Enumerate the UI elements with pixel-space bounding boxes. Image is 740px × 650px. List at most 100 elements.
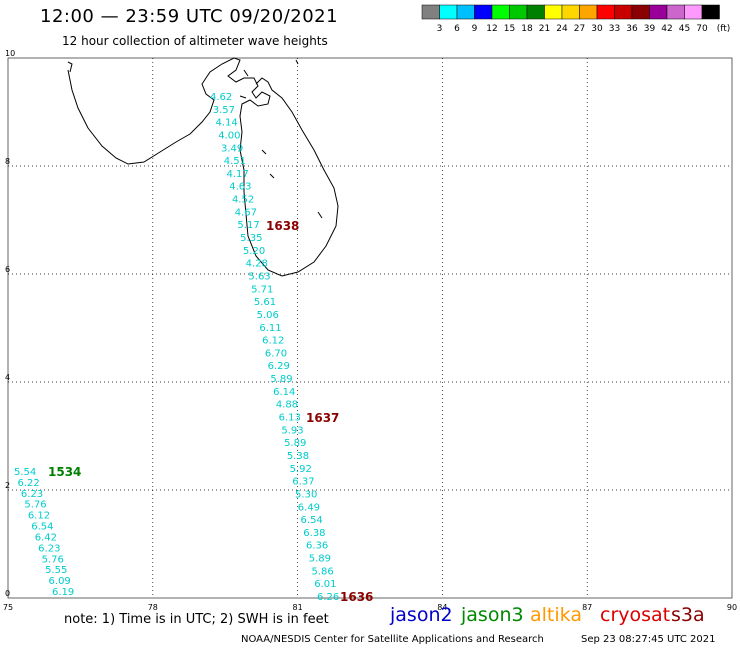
wave-height-value: 6.42 — [35, 532, 57, 543]
colorbar-label: 33 — [609, 24, 620, 34]
latitude-tick-label: 6 — [5, 265, 10, 274]
wave-height-value: 5.86 — [312, 566, 334, 577]
colorbar-label: 30 — [591, 24, 603, 34]
colorbar-label: 15 — [504, 24, 515, 34]
wave-height-value: 6.36 — [306, 541, 328, 552]
longitude-tick-label: 90 — [727, 603, 737, 610]
page-subtitle: 12 hour collection of altimeter wave hei… — [62, 34, 328, 48]
wave-height-value: 4.17 — [226, 169, 248, 180]
units-note: note: 1) Time is in UTC; 2) SWH is in fe… — [64, 612, 329, 627]
wave-height-value: 4.14 — [215, 118, 237, 129]
colorbar-legend: 3 6 9 12 15 18 21 24 27 30 33 36 39 42 45 70 (ft) — [421, 4, 731, 34]
wave-height-value: 6.49 — [298, 502, 320, 513]
wave-height-value: 6.12 — [28, 511, 50, 522]
wave-height-value: 5.93 — [281, 425, 303, 436]
wave-height-value: 5.17 — [237, 220, 259, 231]
latitude-tick-label: 8 — [5, 157, 10, 166]
pass-time-label: 1638 — [266, 219, 299, 233]
coastline — [67, 57, 339, 277]
latitude-tick-label: 4 — [5, 373, 10, 382]
pass-time-label: 1534 — [48, 465, 81, 479]
wave-height-value: 5.71 — [251, 284, 273, 295]
latitude-tick-label: 0 — [5, 589, 10, 598]
wave-height-value: 4.51 — [224, 156, 246, 167]
satellite-legend-cryosat: cryosat — [600, 604, 671, 626]
wave-height-value: 4.28 — [246, 259, 268, 270]
wave-height-value: 6.26 — [317, 592, 339, 603]
wave-height-value: 3.49 — [221, 143, 243, 154]
wave-height-value: 6.14 — [273, 387, 295, 398]
wave-height-value: 5.89 — [309, 554, 331, 565]
altimeter-track-a: 4.62 3.57 4.144.00 3.49 4.51 4.17 4.63 4.524.67… — [210, 92, 373, 604]
longitude-tick-label: 81 — [293, 603, 303, 610]
wave-height-value: 5.61 — [254, 297, 276, 308]
altimeter-track-b: 5.546.226.235.766.126.546.426.235.765.55… — [14, 465, 81, 598]
wave-height-value: 6.38 — [303, 528, 325, 539]
colorbar-label: 39 — [644, 24, 656, 34]
pass-time-label: 1637 — [306, 411, 339, 425]
colorbar-label: 42 — [661, 24, 672, 34]
colorbar-label: 45 — [679, 24, 690, 34]
generated-timestamp: Sep 23 08:27:45 UTC 2021 — [581, 634, 716, 645]
longitude-tick-label: 84 — [437, 603, 447, 610]
colorbar-label: 9 — [472, 24, 478, 34]
wave-height-value: 6.54 — [31, 522, 53, 533]
colorbar-label: 3 — [437, 24, 443, 34]
credit-line: NOAA/NESDIS Center for Satellite Applica… — [241, 634, 544, 645]
wave-height-value: 4.00 — [218, 130, 240, 141]
wave-height-value: 5.30 — [295, 489, 317, 500]
wave-height-value: 5.92 — [290, 464, 312, 475]
wave-height-value: 6.01 — [314, 579, 336, 590]
wave-height-value: 3.57 — [213, 105, 235, 116]
wave-height-value: 4.88 — [276, 400, 298, 411]
satellite-legend-jason2: jason2 — [390, 604, 453, 626]
wave-height-value: 4.63 — [229, 182, 251, 193]
wave-height-value: 5.38 — [287, 451, 309, 462]
pass-time-label: 1636 — [340, 590, 373, 604]
colorbar-label: 36 — [626, 24, 638, 34]
map-grid: 75 78 81 84 87 90 0 2 4 6 8 10 — [3, 49, 737, 610]
wave-height-value: 6.11 — [259, 323, 281, 334]
wave-height-value: 5.06 — [257, 310, 279, 321]
wave-height-value: 6.22 — [17, 478, 39, 489]
latitude-tick-label: 2 — [5, 481, 10, 490]
colorbar-label: 6 — [454, 24, 460, 34]
colorbar-label: 27 — [574, 24, 585, 34]
colorbar-swatch — [701, 4, 720, 20]
satellite-legend-jason3: jason3 — [461, 604, 524, 626]
wave-height-value: 5.89 — [284, 438, 306, 449]
longitude-tick-label: 75 — [3, 603, 13, 610]
wave-height-value: 6.29 — [268, 361, 290, 372]
longitude-tick-label: 87 — [582, 603, 592, 610]
map-frame — [7, 57, 733, 599]
satellite-legend-altika: altika — [530, 604, 582, 626]
latitude-tick-label: 10 — [5, 49, 15, 58]
wave-height-value: 6.23 — [38, 543, 60, 554]
wave-height-value: 6.54 — [301, 515, 323, 526]
wave-height-value: 6.13 — [279, 413, 301, 424]
wave-height-value: 6.19 — [52, 587, 74, 598]
wave-height-value: 5.35 — [240, 233, 262, 244]
wave-height-value: 6.23 — [21, 489, 43, 500]
wave-height-map: 75 78 81 84 87 90 0 2 4 6 8 10 4.62 3.57 4.144.00 3.49… — [3, 49, 737, 610]
colorbar-label: 18 — [521, 24, 533, 34]
wave-height-value: 6.09 — [49, 576, 71, 587]
wave-height-value: 6.70 — [265, 348, 287, 359]
wave-height-value: 6.12 — [262, 336, 284, 347]
wave-height-value: 4.62 — [210, 92, 232, 103]
wave-height-value: 5.20 — [243, 246, 265, 257]
colorbar-label: (ft) — [717, 24, 731, 34]
wave-height-value: 4.67 — [235, 207, 257, 218]
wave-height-value: 5.76 — [42, 554, 64, 565]
colorbar-label: 12 — [486, 24, 497, 34]
longitude-tick-label: 78 — [148, 603, 158, 610]
wave-height-value: 5.89 — [270, 374, 292, 385]
colorbar-label: 24 — [556, 24, 568, 34]
page-title: 12:00 — 23:59 UTC 09/20/2021 — [40, 6, 339, 27]
wave-height-value: 5.63 — [248, 271, 270, 282]
wave-height-value: 5.76 — [24, 500, 46, 511]
wave-height-value: 5.55 — [45, 565, 67, 576]
wave-height-value: 4.52 — [232, 195, 254, 206]
satellite-legend-s3a: s3a — [671, 604, 705, 626]
colorbar-label: 21 — [539, 24, 550, 34]
